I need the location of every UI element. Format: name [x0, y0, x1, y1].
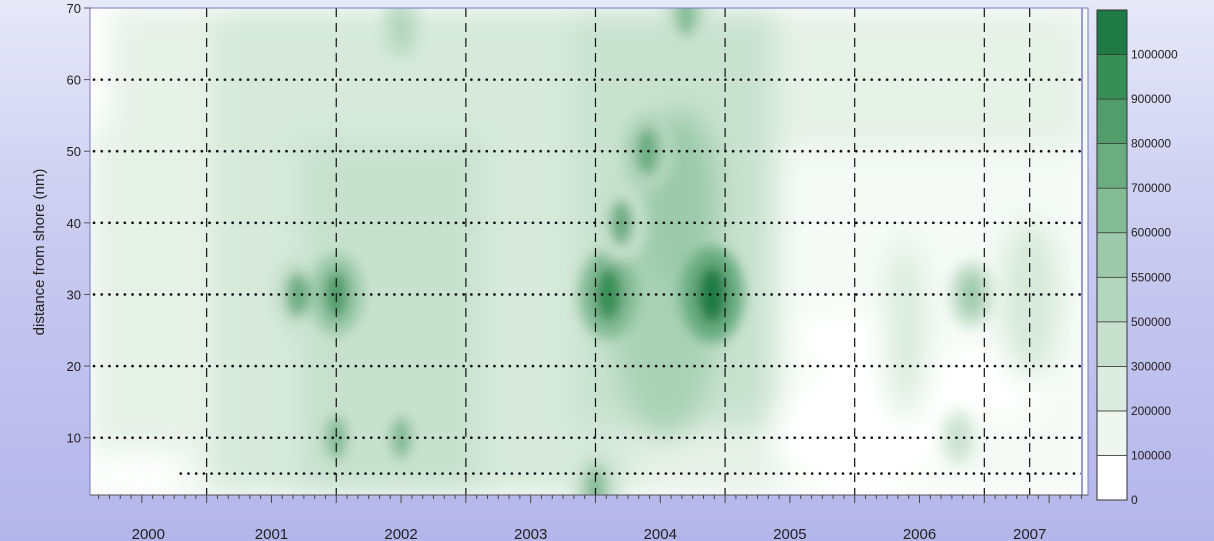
hotspot-core — [697, 265, 727, 324]
y-tick-label: 60 — [67, 73, 81, 88]
x-tick-label: 2006 — [903, 526, 936, 541]
colorbar-swatch — [1096, 232, 1128, 278]
colorbar-swatch — [1096, 187, 1128, 234]
colorbar: 0 100000 200000 300000 500000 550000 600000 700… — [1096, 9, 1178, 507]
colorbar-label: 1000000 — [1131, 48, 1178, 62]
x-tick-label: 2002 — [384, 526, 417, 541]
colorbar-swatch — [1096, 366, 1128, 412]
y-tick-label: 20 — [67, 359, 81, 374]
hotspot-layer — [271, 8, 994, 495]
hotspot-core — [285, 271, 309, 318]
colorbar-label: 800000 — [1131, 137, 1171, 151]
colorbar-frame — [1096, 9, 1128, 501]
colorbar-label: 550000 — [1131, 270, 1171, 284]
hotspot-core — [595, 267, 622, 322]
hotspot-core — [675, 8, 697, 37]
colorbar-swatch — [1096, 410, 1128, 456]
colorbar-label: 600000 — [1131, 226, 1171, 240]
hotspot-core — [949, 420, 967, 455]
hotspot-core — [325, 415, 348, 460]
colorbar-swatch — [1096, 54, 1128, 100]
x-tick-label: 2007 — [1013, 526, 1046, 541]
colorbar-label: 300000 — [1131, 359, 1171, 373]
y-tick-label: 40 — [67, 216, 81, 231]
colorbar-swatch — [1096, 9, 1128, 55]
y-tick-label: 30 — [67, 287, 81, 302]
y-tick-label: 70 — [67, 1, 81, 16]
hotspot-core — [609, 199, 633, 246]
colorbar-swatch — [1096, 98, 1128, 144]
y-axis: 10 20 30 40 50 60 70 — [67, 1, 90, 446]
sample-dot-rows — [92, 78, 1084, 475]
colorbar-label: 200000 — [1131, 404, 1171, 418]
colorbar-swatch — [1096, 321, 1128, 367]
colorbar-label: 900000 — [1131, 92, 1171, 106]
y-tick-label: 50 — [67, 144, 81, 159]
colorbar-label: 700000 — [1131, 181, 1171, 195]
colorbar-swatch — [1096, 143, 1128, 189]
colorbar-swatch — [1096, 455, 1128, 501]
y-axis-label: distance from shore (nm) — [31, 169, 48, 336]
y-tick-label: 10 — [67, 431, 81, 446]
x-tick-label: 2001 — [255, 526, 288, 541]
x-axis: 2000 2001 2002 2003 2004 2005 2006 2007 — [90, 494, 1088, 541]
x-tick-label: 2005 — [773, 526, 806, 541]
colorbar-swatch — [1096, 276, 1128, 323]
colorbar-label: 500000 — [1131, 315, 1171, 329]
x-tick-label: 2003 — [514, 526, 547, 541]
year-boundary-lines — [206, 8, 1031, 495]
contour-bands — [90, 8, 1088, 495]
hotspot-core — [391, 10, 411, 49]
x-tick-label: 2000 — [132, 526, 165, 541]
x-tick-label: 2004 — [644, 526, 677, 541]
colorbar-label: 100000 — [1131, 448, 1171, 462]
colorbar-label: 0 — [1131, 493, 1138, 507]
